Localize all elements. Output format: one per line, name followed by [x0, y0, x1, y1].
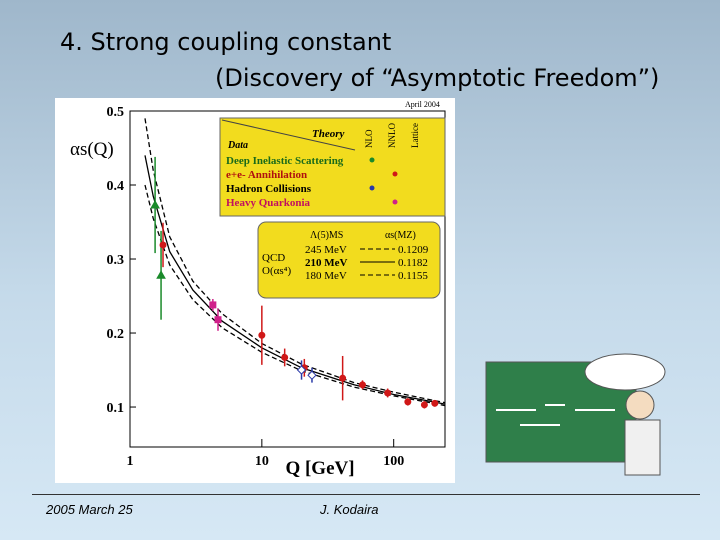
theory-lambda: 245 MeV — [305, 244, 347, 256]
data-point — [150, 199, 160, 209]
legend-label: Deep Inelastic Scattering — [226, 155, 344, 167]
legend-theory: Theory — [312, 128, 345, 140]
cartoon — [485, 353, 666, 476]
legend-col: Lattice — [410, 123, 420, 148]
data-point — [358, 381, 366, 389]
legend-label: Hadron Collisions — [226, 183, 312, 195]
title: 4. Strong coupling constant — [60, 28, 392, 56]
theory-lambda: 210 MeV — [305, 257, 348, 269]
x-tick-label: 10 — [255, 454, 269, 469]
data-point — [258, 331, 266, 339]
data-point — [214, 316, 222, 324]
y-tick-label: 0.3 — [107, 253, 125, 268]
y-tick-label: 0.2 — [107, 327, 125, 342]
data-point — [431, 399, 439, 407]
x-axis-label: Q [GeV] — [285, 458, 354, 479]
y-tick-label: 0.5 — [107, 105, 125, 120]
footer-author: J. Kodaira — [320, 502, 379, 517]
data-point — [339, 374, 347, 382]
data-point — [156, 270, 166, 279]
data-point — [384, 389, 392, 397]
data-point — [209, 301, 217, 309]
y-tick-label: 0.4 — [107, 179, 125, 194]
legend-swatch — [392, 171, 398, 177]
plot-frame — [129, 110, 446, 448]
data-point — [159, 241, 167, 249]
x-tick-label: 100 — [383, 454, 404, 469]
stamp: April 2004 — [405, 100, 440, 109]
legend-swatch — [369, 157, 375, 163]
theory-order: O(αs⁴) — [262, 265, 291, 277]
data-point — [281, 353, 289, 361]
theory-alpha: 0.1155 — [398, 270, 428, 282]
legend-swatch — [369, 185, 375, 191]
y-tick-label: 0.1 — [107, 401, 125, 416]
legend-swatch — [392, 199, 398, 205]
data-point — [420, 401, 428, 409]
legend-col: NLO — [364, 129, 374, 148]
theory-box — [257, 221, 441, 299]
footer-date: 2005 March 25 — [46, 502, 133, 517]
data-point — [307, 370, 317, 380]
legend-col: NNLO — [387, 123, 397, 148]
theory-qcd: QCD — [262, 252, 285, 264]
legend-box — [219, 117, 446, 217]
legend-data: Data — [227, 140, 248, 151]
subtitle: (Discovery of “Asymptotic Freedom”) — [215, 64, 660, 92]
footer-rule — [32, 494, 700, 495]
theory-alpha: 0.1209 — [398, 244, 429, 256]
theory-head: Λ(5)MS — [310, 230, 343, 241]
legend: Theory Data NLO NNLO Lattice Deep Inelastic S… — [219, 117, 446, 217]
legend-diag — [221, 119, 356, 151]
theory-alpha: 0.1182 — [398, 257, 428, 269]
data-point — [296, 365, 307, 375]
data-point — [404, 398, 412, 406]
y-axis-label: αs(Q) — [70, 139, 114, 160]
theory-lambda: 180 MeV — [305, 270, 347, 282]
x-tick-label: 1 — [127, 454, 134, 469]
legend-label: e+e- Annihilation — [226, 169, 307, 181]
theory-head: αs(MZ) — [385, 230, 416, 241]
legend-label: Heavy Quarkonia — [226, 197, 311, 209]
